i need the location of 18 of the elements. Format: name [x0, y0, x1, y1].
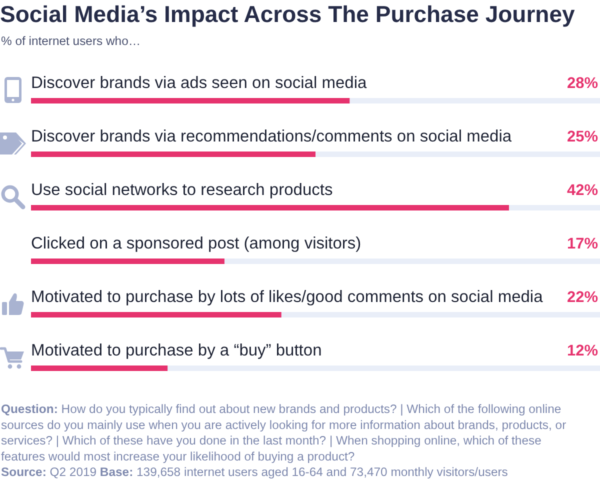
y-tick-label: Clicked on a sponsored post (among visitors) — [31, 234, 362, 252]
data-label: 25% — [566, 128, 598, 146]
y-tick-label: Discover brands via ads seen on social media — [31, 74, 368, 92]
data-label: 22% — [566, 289, 598, 306]
chart-subtitle: % of internet users who… — [1, 34, 141, 48]
data-label: 42% — [566, 182, 598, 199]
data-label: 12% — [566, 342, 598, 360]
bar — [31, 366, 168, 371]
source-note: Source: Q2 2019 — [1, 465, 97, 480]
y-tick-label: Motivated to purchase by lots of likes/good comments on social media — [31, 288, 544, 306]
chart-title: Social Media’s Impact Across The Purchase Journey — [0, 1, 575, 27]
text: Base: 139,658 internet users aged 16-64 and 73,470 monthly visitors/users — [100, 465, 508, 480]
y-tick-label: Discover brands via recommendations/comments on social media — [31, 128, 512, 146]
data-label: 17% — [566, 236, 598, 252]
text: Question: How do you typically find out about new brands and products? | Which of the following online sources do you mainly use when you are actively looking for more information about brands, products, or services? | Which of these have you done in the last month? | When shopping online, which of these features would most increase your likelihood of buying a product? — [1, 402, 566, 464]
data-label: 28% — [566, 75, 598, 92]
y-tick-label: Use social networks to research products — [31, 181, 333, 199]
y-tick-label: Motivated to purchase by a “buy” button — [31, 342, 322, 360]
